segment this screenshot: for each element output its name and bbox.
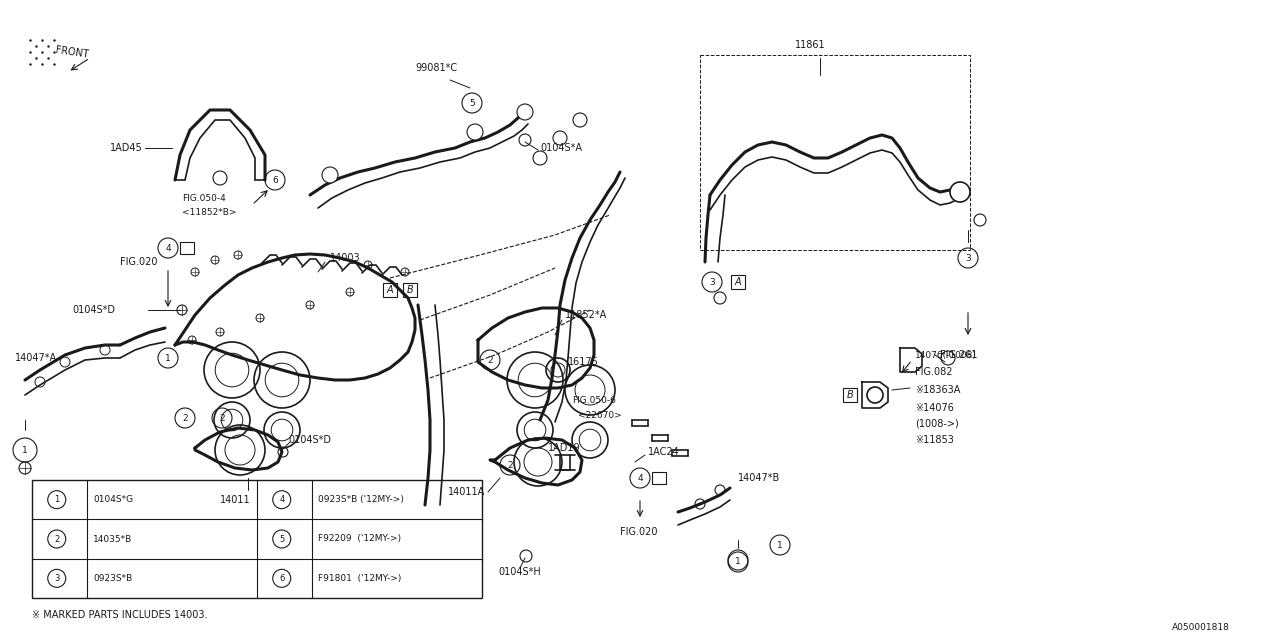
Text: 0104S*A: 0104S*A (540, 143, 582, 153)
Text: 3: 3 (54, 574, 59, 583)
Text: 1AD19: 1AD19 (548, 443, 581, 453)
Text: 5: 5 (470, 99, 475, 108)
Text: 99081*C: 99081*C (415, 63, 457, 73)
Text: ※18363A: ※18363A (915, 385, 960, 395)
Circle shape (532, 151, 547, 165)
Bar (403, 283, 417, 297)
Text: 2: 2 (219, 413, 225, 422)
Text: 1AD45: 1AD45 (110, 143, 143, 153)
Text: 1: 1 (54, 495, 59, 504)
Text: 14047*A: 14047*A (15, 353, 58, 363)
Text: 1: 1 (735, 557, 741, 566)
Text: FRONT: FRONT (55, 45, 90, 60)
Text: B: B (407, 285, 413, 295)
Text: A: A (387, 285, 393, 295)
Text: A: A (735, 277, 741, 287)
Circle shape (714, 292, 726, 304)
Text: 16175: 16175 (568, 357, 599, 367)
Text: FIG.082: FIG.082 (915, 367, 952, 377)
Text: 0104S*H: 0104S*H (498, 567, 540, 577)
Bar (731, 275, 745, 289)
Text: 14076(-1008): 14076(-1008) (915, 351, 977, 360)
Text: 14035*B: 14035*B (93, 534, 132, 543)
Text: 4: 4 (637, 474, 643, 483)
Circle shape (974, 214, 986, 226)
Text: 2: 2 (54, 534, 59, 543)
Text: 14003: 14003 (330, 253, 361, 263)
Text: 14011: 14011 (220, 495, 251, 505)
Text: 0104S*G: 0104S*G (93, 495, 133, 504)
Text: 14047*B: 14047*B (739, 473, 781, 483)
Text: 11852*A: 11852*A (564, 310, 607, 320)
Text: 4: 4 (279, 495, 284, 504)
Text: 0923S*B: 0923S*B (93, 574, 132, 583)
Circle shape (573, 113, 588, 127)
Text: F92209  ('12MY->): F92209 ('12MY->) (317, 534, 401, 543)
Text: FIG.050-6: FIG.050-6 (572, 396, 616, 404)
Text: FIG.020: FIG.020 (120, 257, 157, 267)
Text: <22670>: <22670> (579, 410, 622, 419)
Text: ※11853: ※11853 (915, 435, 954, 445)
Text: F91801  ('12MY->): F91801 ('12MY->) (317, 574, 402, 583)
Bar (180, 242, 195, 254)
Text: 14011A: 14011A (448, 487, 485, 497)
Text: FIG.020: FIG.020 (620, 527, 658, 537)
Circle shape (467, 124, 483, 140)
Text: 6: 6 (273, 175, 278, 184)
Text: 1AC24: 1AC24 (648, 447, 680, 457)
Circle shape (553, 131, 567, 145)
Circle shape (950, 182, 970, 202)
Text: 0104S*D: 0104S*D (288, 435, 332, 445)
Text: 0104S*D: 0104S*D (72, 305, 115, 315)
Circle shape (323, 167, 338, 183)
Text: 1: 1 (777, 541, 783, 550)
Text: 11861: 11861 (795, 40, 826, 50)
Bar (652, 472, 666, 484)
Bar (32, 480, 483, 598)
Text: 1: 1 (22, 445, 28, 454)
Text: 2: 2 (488, 355, 493, 365)
Bar (700, 55, 970, 250)
Text: A050001818: A050001818 (1172, 623, 1230, 632)
Text: <11852*B>: <11852*B> (182, 207, 237, 216)
Text: 3: 3 (709, 278, 714, 287)
Text: B: B (846, 390, 854, 400)
Text: ※ MARKED PARTS INCLUDES 14003.: ※ MARKED PARTS INCLUDES 14003. (32, 610, 207, 620)
Text: 4: 4 (165, 243, 170, 253)
Text: 3: 3 (965, 253, 970, 262)
Text: 5: 5 (279, 534, 284, 543)
Text: 6: 6 (279, 574, 284, 583)
Text: 2: 2 (182, 413, 188, 422)
Text: (1008->): (1008->) (915, 418, 959, 428)
Bar (844, 388, 858, 402)
Text: ※14076: ※14076 (915, 403, 954, 413)
Text: FIG.050-4: FIG.050-4 (182, 193, 225, 202)
Text: 0923S*B ('12MY->): 0923S*B ('12MY->) (317, 495, 404, 504)
Circle shape (517, 104, 532, 120)
Text: 1: 1 (165, 353, 170, 362)
Text: 2: 2 (507, 461, 513, 470)
Bar (383, 283, 397, 297)
Text: FIG.261: FIG.261 (940, 350, 978, 360)
